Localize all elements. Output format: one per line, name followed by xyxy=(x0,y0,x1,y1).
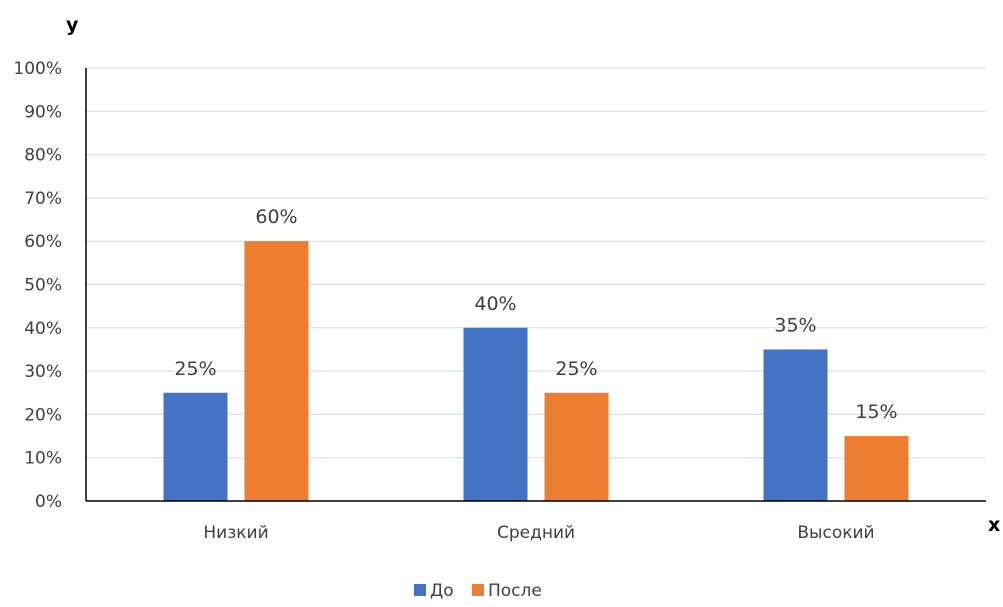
legend-label: После xyxy=(488,581,542,601)
category-labels: Низкий Средний Высокий xyxy=(203,523,874,543)
y-tick-label: 30% xyxy=(24,362,62,382)
y-tick-label: 100% xyxy=(13,59,62,79)
y-tick-label: 40% xyxy=(24,319,62,339)
legend-swatch xyxy=(414,584,426,596)
y-tick-label: 70% xyxy=(24,189,62,209)
y-axis-title: y xyxy=(66,14,79,36)
y-tick-label: 10% xyxy=(24,449,62,469)
legend: До После xyxy=(414,581,542,601)
data-label: 60% xyxy=(255,206,297,228)
data-label: 40% xyxy=(474,293,516,315)
bar-До-Средний xyxy=(463,327,528,501)
data-label: 25% xyxy=(174,358,216,380)
y-tick-label: 80% xyxy=(24,146,62,166)
y-axis-ticks: 0% 10% 20% 30% 40% 50% 60% 70% 80% 90% 100% xyxy=(13,59,62,512)
bar-До-Высокий xyxy=(763,349,828,501)
bar-До-Низкий xyxy=(163,392,228,501)
data-label: 35% xyxy=(774,314,816,336)
gridlines xyxy=(86,67,986,459)
y-tick-label: 60% xyxy=(24,232,62,252)
y-tick-label: 50% xyxy=(24,276,62,296)
category-label: Средний xyxy=(497,523,575,543)
category-label: Высокий xyxy=(797,523,874,543)
category-label: Низкий xyxy=(203,523,268,543)
legend-swatch xyxy=(472,584,484,596)
data-label: 15% xyxy=(855,401,897,423)
y-tick-label: 0% xyxy=(35,492,62,512)
data-labels: 25% 60% 40% 25% 35% 15% xyxy=(174,206,897,423)
data-label: 25% xyxy=(555,358,597,380)
bars xyxy=(163,241,909,501)
y-tick-label: 90% xyxy=(24,102,62,122)
x-axis-title: x xyxy=(988,514,1000,536)
y-tick-label: 20% xyxy=(24,405,62,425)
bar-После-Низкий xyxy=(244,241,309,501)
bar-После-Средний xyxy=(544,392,609,501)
legend-label: До xyxy=(430,581,454,601)
bar-После-Высокий xyxy=(844,436,909,501)
